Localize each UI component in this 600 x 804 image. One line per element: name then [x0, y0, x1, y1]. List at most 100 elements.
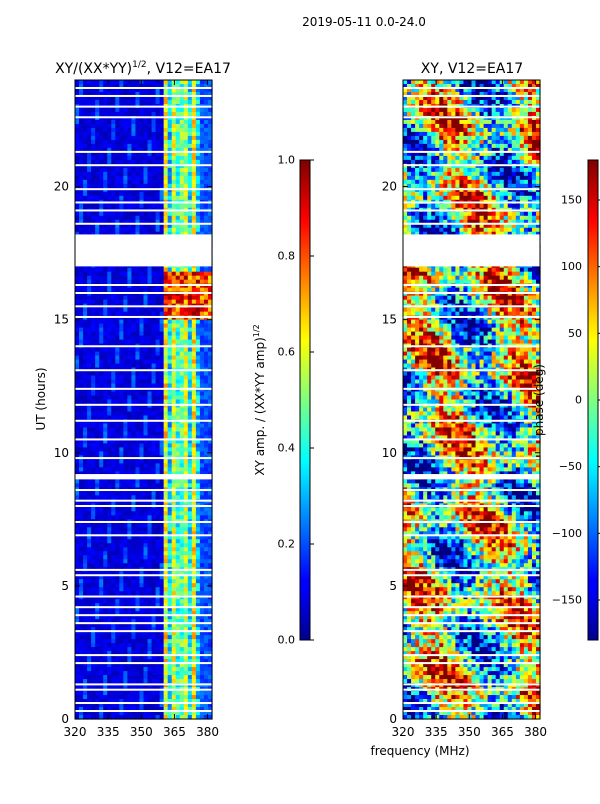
heatmap-cell — [99, 119, 104, 125]
heatmap-cell — [199, 111, 205, 117]
heatmap-cell — [135, 515, 141, 520]
heatmap-cell — [107, 331, 112, 337]
heatmap-cell — [75, 435, 80, 441]
heatmap-cell — [199, 515, 205, 520]
heatmap-cell — [143, 483, 149, 488]
heatmap-cell — [179, 603, 185, 608]
heatmap-cell — [91, 587, 96, 592]
heatmap-cell — [171, 651, 177, 656]
heatmap-cell — [127, 347, 133, 353]
heatmap-cell — [95, 167, 100, 173]
heatmap-cell — [183, 155, 189, 161]
heatmap-cell — [191, 439, 197, 445]
heatmap-cell — [183, 591, 189, 596]
heatmap-cell — [199, 179, 205, 185]
heatmap-cell — [143, 531, 149, 536]
heatmap-cell — [95, 95, 100, 101]
heatmap-cell — [79, 643, 84, 648]
heatmap-cell — [75, 87, 80, 93]
heatmap-cell — [87, 651, 92, 656]
heatmap-cell — [107, 215, 112, 221]
heatmap-cell — [183, 379, 189, 385]
heatmap-cell — [163, 471, 169, 476]
heatmap-cell — [75, 375, 80, 381]
heatmap-cell — [99, 615, 104, 620]
heatmap-cell — [103, 451, 108, 457]
heatmap-cell — [171, 635, 177, 640]
heatmap-cell — [111, 647, 116, 652]
heatmap-cell — [87, 423, 92, 429]
heatmap-cell — [159, 231, 165, 237]
heatmap-cell — [83, 151, 88, 157]
heatmap-cell — [107, 539, 112, 544]
heatmap-cell — [163, 555, 169, 560]
heatmap-cell — [183, 107, 189, 113]
heatmap-cell — [191, 80, 197, 85]
heatmap-cell — [187, 87, 193, 93]
heatmap-cell — [183, 95, 189, 101]
heatmap-cell — [83, 587, 88, 592]
heatmap-cell — [191, 563, 197, 568]
heatmap-cell — [95, 627, 100, 632]
heatmap-cell — [75, 347, 80, 353]
heatmap-cell — [199, 443, 205, 449]
heatmap-cell — [139, 335, 145, 341]
heatmap-cell — [83, 631, 88, 636]
heatmap-cell — [151, 603, 157, 608]
heatmap-cell — [79, 611, 84, 616]
heatmap-cell — [151, 539, 157, 544]
heatmap-cell — [195, 659, 201, 664]
heatmap-cell — [103, 483, 108, 488]
heatmap-cell — [131, 351, 137, 357]
heatmap-cell — [95, 143, 100, 149]
heatmap-cell — [131, 383, 137, 389]
heatmap-cell — [207, 399, 213, 405]
heatmap-cell — [127, 395, 133, 401]
heatmap-cell — [195, 203, 201, 209]
heatmap-cell — [147, 607, 153, 612]
heatmap-cell — [119, 463, 124, 468]
heatmap-cell — [103, 131, 108, 137]
heatmap-cell — [147, 655, 153, 660]
heatmap-cell — [151, 211, 157, 217]
heatmap-cell — [79, 427, 84, 433]
heatmap-cell — [151, 87, 157, 93]
heatmap-cell — [207, 167, 213, 173]
heatmap-cell — [139, 447, 145, 453]
heatmap-cell — [135, 531, 141, 536]
heatmap-cell — [163, 607, 169, 612]
heatmap-cell — [87, 643, 92, 648]
heatmap-cell — [103, 551, 108, 556]
heatmap-cell — [123, 379, 128, 385]
heatmap-cell — [159, 575, 165, 580]
heatmap-cell — [123, 135, 128, 141]
heatmap-cell — [75, 311, 80, 317]
heatmap-cell — [111, 91, 116, 97]
heatmap-cell — [171, 527, 177, 532]
heatmap-cell — [79, 351, 84, 357]
heatmap-cell — [95, 147, 100, 153]
heatmap-cell — [123, 515, 128, 520]
heatmap-cell — [151, 179, 157, 185]
heatmap-cell — [167, 359, 173, 365]
heatmap-cell — [75, 355, 80, 361]
heatmap-cell — [119, 551, 124, 556]
heatmap-cell — [191, 111, 197, 117]
heatmap-cell — [183, 411, 189, 417]
heatmap-cell — [115, 599, 120, 604]
heatmap-cell — [135, 427, 141, 433]
heatmap-cell — [183, 507, 189, 512]
heatmap-cell — [187, 355, 193, 361]
heatmap-cell — [207, 267, 213, 273]
heatmap-cell — [95, 623, 100, 628]
heatmap-cell — [207, 539, 213, 544]
heatmap-cell — [203, 323, 209, 329]
heatmap-cell — [91, 431, 96, 437]
heatmap-cell — [147, 623, 153, 628]
heatmap-cell — [147, 579, 153, 584]
heatmap-cell — [199, 87, 205, 93]
heatmap-cell — [139, 91, 145, 97]
heatmap-cell — [119, 435, 124, 441]
heatmap-cell — [135, 643, 141, 648]
heatmap-cell — [95, 411, 100, 417]
